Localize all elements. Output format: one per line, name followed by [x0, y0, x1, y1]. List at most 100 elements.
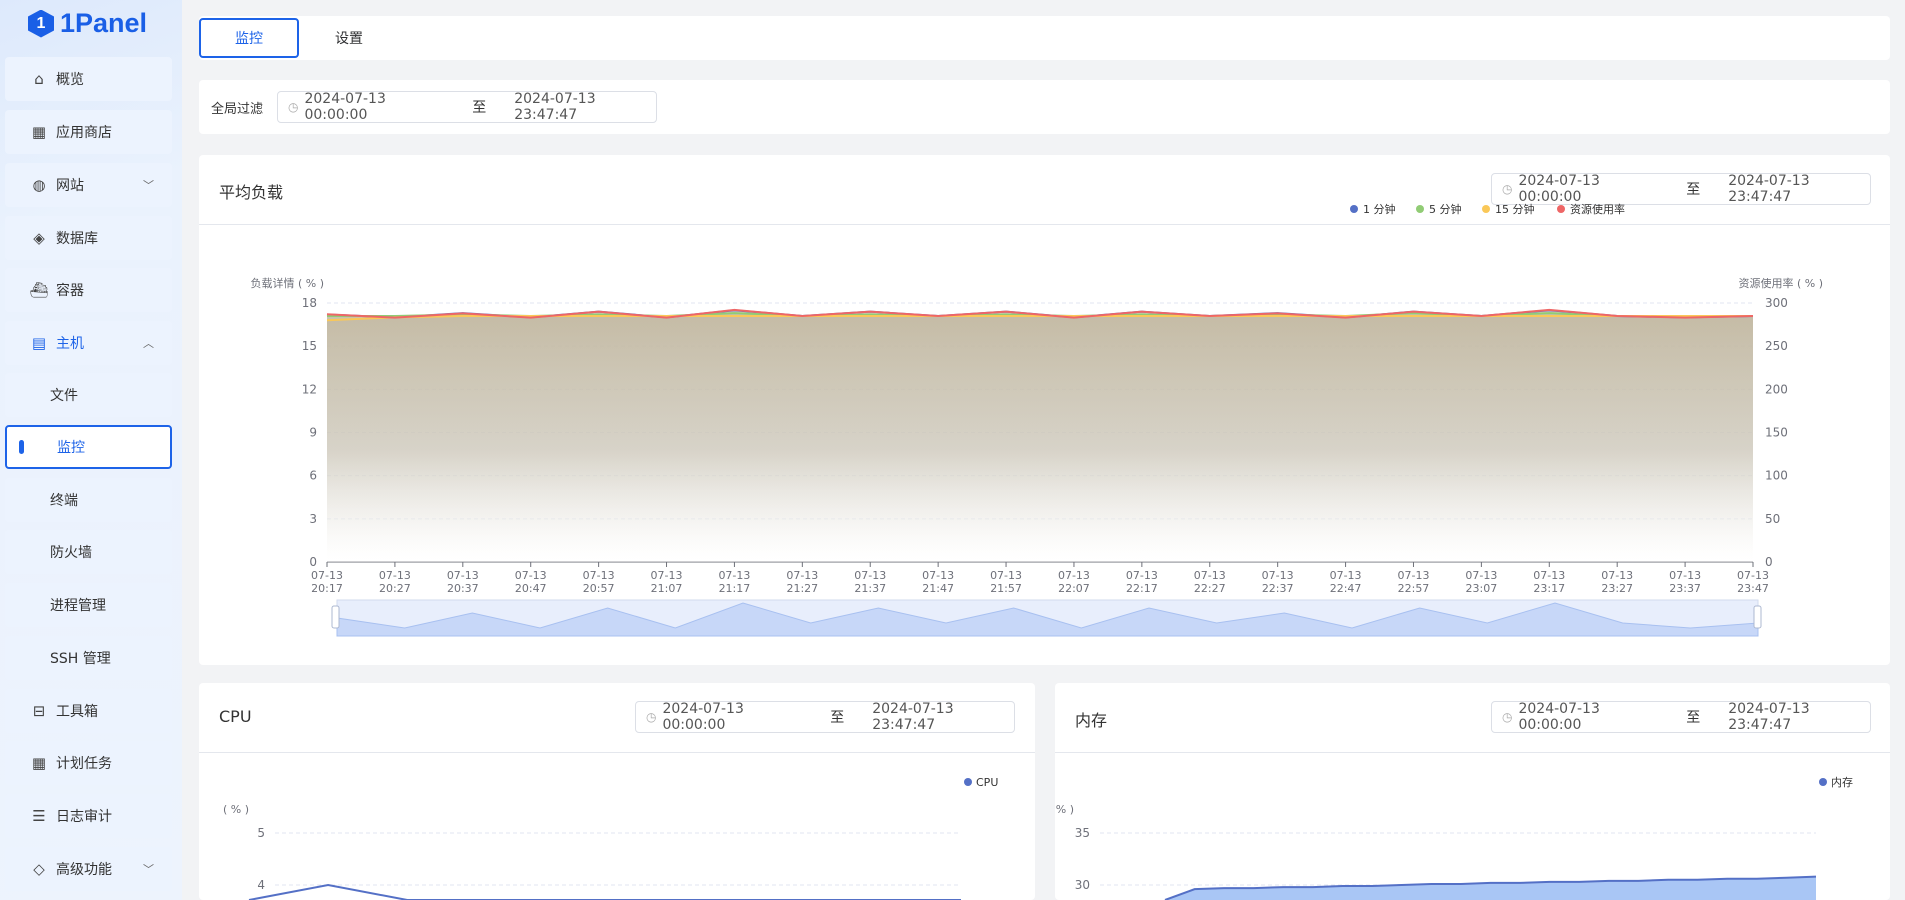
globe-icon: ◍	[32, 176, 46, 194]
sidebar-item[interactable]: ◇ 高级功能 ﹀	[5, 847, 172, 891]
sidebar-item[interactable]: SSH 管理	[5, 636, 172, 680]
sidebar-item-label: 主机	[56, 336, 84, 352]
legend-label: 1 分钟	[1363, 202, 1396, 216]
range-separator: 至	[1686, 182, 1701, 198]
y-tick-label: 35	[1075, 826, 1090, 840]
sidebar-item[interactable]: 防火墙	[5, 530, 172, 574]
y-tick-label: 3	[309, 512, 317, 526]
y2-tick-label: 0	[1765, 555, 1773, 569]
sidebar-item[interactable]: ⊟ 工具箱	[5, 689, 172, 733]
global-filter-label: 全局过滤	[211, 102, 264, 117]
series-area	[327, 309, 1753, 562]
sidebar-item[interactable]: 进程管理	[5, 583, 172, 627]
range-separator: 至	[830, 710, 845, 726]
x-tick-label: 07-13 21:37	[854, 569, 886, 595]
legend-marker	[1557, 205, 1565, 213]
y-tick-label: 15	[302, 339, 317, 353]
sidebar-item[interactable]: 监控	[5, 425, 172, 469]
sidebar-item[interactable]: 文件	[5, 373, 172, 417]
sidebar-item-label: 终端	[50, 493, 78, 509]
end-date[interactable]: 2024-07-13 23:47:47	[1728, 701, 1810, 733]
series-line	[248, 883, 961, 900]
sidebar-item-label: 应用商店	[56, 125, 112, 141]
chevron-down-icon: ﹀	[143, 179, 154, 192]
x-tick-label: 07-13 20:57	[583, 569, 615, 595]
legend-marker	[1350, 205, 1358, 213]
sidebar-item[interactable]: ☰ 日志审计	[5, 794, 172, 838]
docker-icon: ⛴	[29, 281, 49, 299]
x-tick-label: 07-13 21:17	[718, 569, 750, 595]
logo[interactable]: 1 1Panel	[28, 8, 147, 39]
tab-settings[interactable]: 设置	[335, 31, 363, 47]
start-date[interactable]: 2024-07-13 00:00:00	[1518, 173, 1600, 205]
memory-card: 内存 ◷ 2024-07-13 00:00:00 至 2024-07-13 23:47…	[1055, 683, 1890, 900]
y-axis-label: ( % )	[223, 803, 249, 816]
x-tick-label: 07-13 22:27	[1194, 569, 1226, 595]
sidebar-item[interactable]: ⛴ 容器	[5, 268, 172, 312]
series-line	[1164, 875, 1817, 900]
x-tick-label: 07-13 23:37	[1669, 569, 1701, 595]
clock-icon: ◷	[1502, 182, 1513, 196]
legend-label: 内存	[1831, 775, 1853, 789]
x-tick-label: 07-13 22:17	[1126, 569, 1158, 595]
start-date[interactable]: 2024-07-13 00:00:00	[662, 701, 744, 733]
legend-label: 5 分钟	[1429, 202, 1462, 216]
sidebar-item[interactable]: ◈ 数据库	[5, 216, 172, 260]
sidebar-item-label: 日志审计	[56, 809, 112, 825]
load-card: 平均负载 ◷ 2024-07-13 00:00:00 至 2024-07-13 23:…	[199, 155, 1890, 665]
load-header: 平均负载 ◷ 2024-07-13 00:00:00 至 2024-07-13 23:…	[199, 155, 1890, 225]
cpu-chart: ( % ) 4 5 CPU	[223, 776, 998, 900]
end-date[interactable]: 2024-07-13 23:47:47	[1728, 173, 1810, 205]
range-separator: 至	[1686, 710, 1701, 726]
sidebar-item[interactable]: ▤ 主机 ︿	[5, 321, 172, 365]
global-date-range[interactable]: ◷ 2024-07-13 00:00:00 至 2024-07-13 23:47:47	[277, 91, 657, 123]
toolbox-icon: ⊟	[32, 702, 46, 720]
range-separator: 至	[472, 100, 487, 116]
y-tick-label: 5	[257, 826, 265, 840]
legend-label: 资源使用率	[1570, 202, 1625, 216]
start-date[interactable]: 2024-07-13 00:00:00	[304, 91, 386, 123]
sidebar-item[interactable]: 终端	[5, 478, 172, 522]
logo-text: 1Panel	[60, 8, 148, 38]
log-icon: ☰	[32, 807, 46, 825]
global-filter-card: 全局过滤 ◷ 2024-07-13 00:00:00 至 2024-07-13 23:…	[199, 80, 1890, 134]
y-axis-label: 负载详情 ( % )	[250, 276, 324, 290]
y2-tick-label: 200	[1765, 382, 1788, 396]
load-date-range[interactable]: ◷ 2024-07-13 00:00:00 至 2024-07-13 23:47:47	[1491, 173, 1871, 205]
memory-date-range[interactable]: ◷ 2024-07-13 00:00:00 至 2024-07-13 23:47:47	[1491, 701, 1871, 733]
cpu-card: CPU ◷ 2024-07-13 00:00:00 至 2024-07-13 23:4…	[199, 683, 1035, 900]
y2-tick-label: 300	[1765, 296, 1788, 310]
cpu-date-range[interactable]: ◷ 2024-07-13 00:00:00 至 2024-07-13 23:47:47	[635, 701, 1015, 733]
sidebar-item[interactable]: ▦ 应用商店	[5, 110, 172, 154]
y-tick-label: 6	[309, 469, 317, 483]
start-date[interactable]: 2024-07-13 00:00:00	[1518, 701, 1600, 733]
legend-marker	[1819, 778, 1827, 786]
x-tick-label: 07-13 23:07	[1465, 569, 1497, 595]
sidebar-item-label: 监控	[57, 440, 85, 456]
chevron-up-icon: ︿	[143, 337, 154, 350]
sidebar-item-label: 高级功能	[56, 862, 112, 878]
sidebar-item-label: 文件	[50, 388, 78, 404]
tab-monitor[interactable]: 监控	[199, 18, 299, 58]
sidebar-item[interactable]: ▦ 计划任务	[5, 741, 172, 785]
end-date[interactable]: 2024-07-13 23:47:47	[514, 91, 596, 123]
sidebar-item[interactable]: ◍ 网站 ﹀	[5, 163, 172, 207]
x-tick-label: 07-13 20:27	[379, 569, 411, 595]
x-tick-label: 07-13 20:37	[447, 569, 479, 595]
tabs-bar: 监控 设置	[199, 16, 1890, 60]
x-tick-label: 07-13 23:47	[1737, 569, 1769, 595]
slider-handle-right[interactable]	[1753, 605, 1762, 629]
legend-label: 15 分钟	[1495, 202, 1535, 216]
series-line	[326, 308, 1754, 319]
slider-handle-left[interactable]	[331, 605, 340, 629]
x-tick-label: 07-13 22:07	[1058, 569, 1090, 595]
sidebar-item-label: 防火墙	[50, 545, 92, 561]
y-tick-label: 12	[302, 382, 317, 396]
sidebar-item-label: 工具箱	[56, 704, 98, 720]
y-tick-label: 18	[302, 296, 317, 310]
end-date[interactable]: 2024-07-13 23:47:47	[872, 701, 954, 733]
sidebar-item[interactable]: ⌂ 概览	[5, 57, 172, 101]
x-tick-label: 07-13 21:47	[922, 569, 954, 595]
memory-title: 内存	[1075, 711, 1108, 730]
grid-icon: ▦	[31, 123, 47, 141]
